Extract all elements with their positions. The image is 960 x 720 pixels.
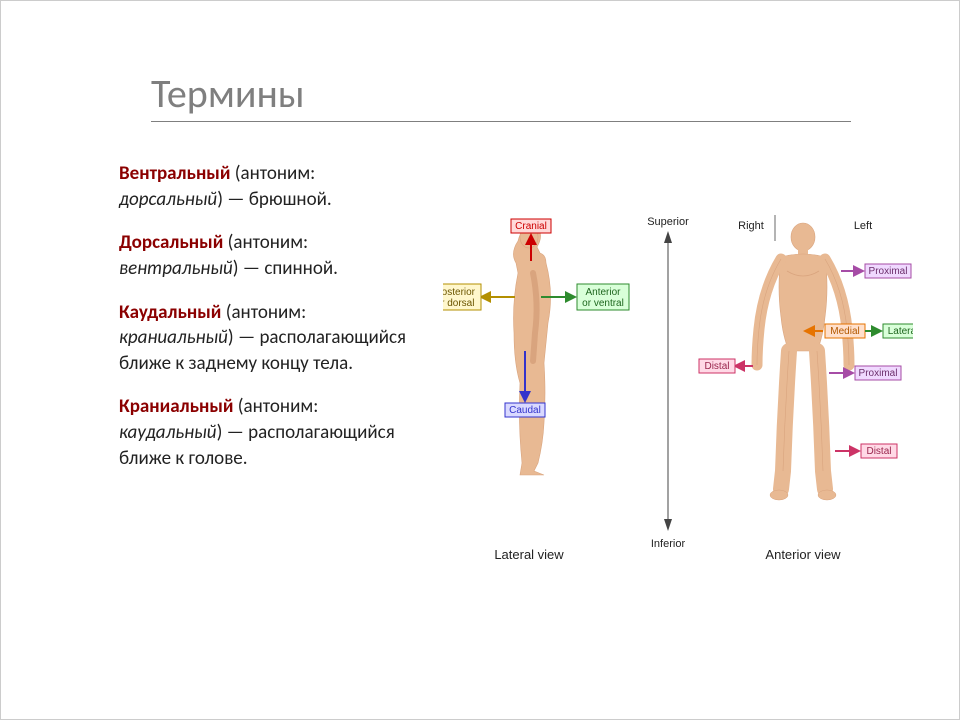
antonym: краниальный — [119, 326, 228, 349]
anatomy-diagram: Cranial Caudal Posterior or dorsal Anter… — [443, 201, 913, 581]
label-posterior: Posterior or dorsal — [443, 284, 481, 310]
svg-text:or dorsal: or dorsal — [443, 298, 474, 309]
right-label: Right — [738, 220, 764, 232]
label-cranial: Cranial — [511, 219, 551, 233]
svg-text:Proximal: Proximal — [869, 266, 908, 277]
term: Вентральный — [119, 162, 230, 185]
svg-text:Anterior: Anterior — [585, 287, 621, 298]
meaning: брюшной. — [249, 188, 332, 211]
svg-text:or ventral: or ventral — [582, 298, 624, 309]
svg-text:Distal: Distal — [866, 446, 891, 457]
svg-text:Lateral: Lateral — [888, 326, 913, 337]
term: Каудальный — [119, 301, 221, 324]
term: Дорсальный — [119, 231, 223, 254]
svg-text:Medial: Medial — [830, 326, 859, 337]
lateral-figure — [513, 224, 550, 475]
label-distal-arm: Distal — [699, 359, 735, 373]
svg-text:Inferior: Inferior — [651, 538, 686, 550]
def-cranial: Краниальный (антоним: каудальный) — расп… — [119, 394, 419, 471]
svg-text:Distal: Distal — [704, 361, 729, 372]
label-anterior: Anterior or ventral — [577, 284, 629, 310]
label-distal-leg: Distal — [861, 444, 897, 458]
diagram-svg: Cranial Caudal Posterior or dorsal Anter… — [443, 201, 913, 581]
svg-text:Cranial: Cranial — [515, 221, 547, 232]
label-lateral: Lateral — [883, 324, 913, 338]
meaning: спинной. — [264, 257, 338, 280]
title-underline — [151, 121, 851, 122]
svg-text:Posterior: Posterior — [443, 287, 476, 298]
slide: Термины Вентральный (антоним: дорсальный… — [0, 0, 960, 720]
label-medial: Medial — [825, 324, 865, 338]
anterior-figure — [757, 223, 849, 500]
label-proximal-arm: Proximal — [865, 264, 911, 278]
label-caudal: Caudal — [505, 403, 545, 417]
def-ventral: Вентральный (антоним: дорсальный) — брюш… — [119, 161, 419, 212]
page-title: Термины — [151, 69, 305, 118]
antonym: вентральный — [119, 257, 233, 280]
lateral-caption: Lateral view — [494, 547, 564, 562]
label-proximal-leg: Proximal — [855, 366, 901, 380]
def-caudal: Каудальный (антоним: краниальный) — расп… — [119, 300, 419, 377]
antonym: каудальный — [119, 421, 217, 444]
svg-text:Caudal: Caudal — [509, 405, 541, 416]
axis: Superior Inferior — [647, 216, 689, 550]
left-label: Left — [854, 220, 872, 232]
svg-text:Proximal: Proximal — [859, 368, 898, 379]
definitions-block: Вентральный (антоним: дорсальный) — брюш… — [119, 161, 419, 489]
anterior-caption: Anterior view — [765, 547, 841, 562]
antonym: дорсальный — [119, 188, 217, 211]
def-dorsal: Дорсальный (антоним: вентральный) — спин… — [119, 230, 419, 281]
term: Краниальный — [119, 395, 233, 418]
svg-text:Superior: Superior — [647, 216, 689, 228]
